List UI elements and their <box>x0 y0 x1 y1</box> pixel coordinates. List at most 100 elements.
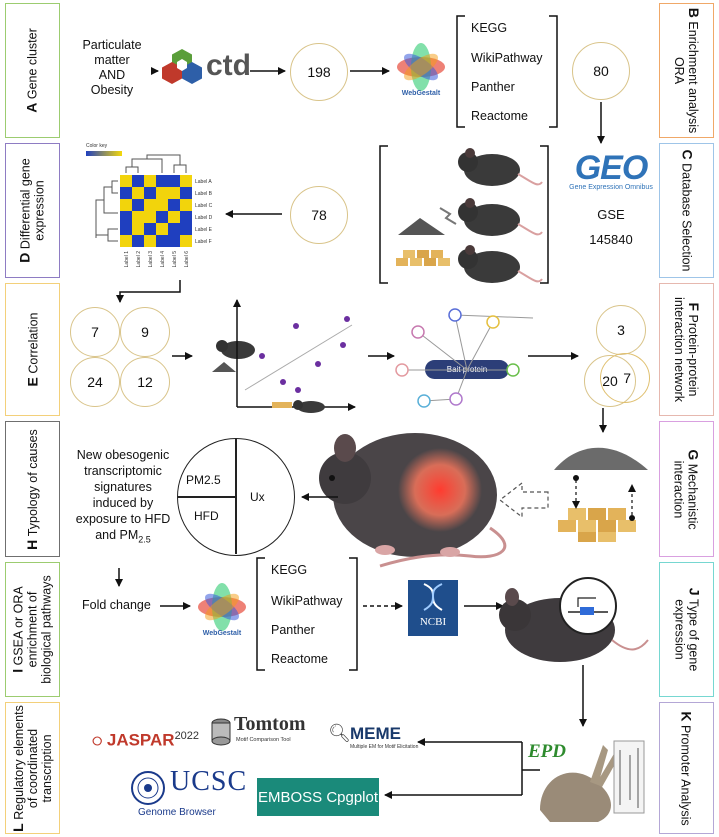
heatmap-row-label: Label A <box>195 179 212 185</box>
mouse-icon <box>458 148 543 186</box>
heatmap-cell <box>120 211 132 223</box>
venn-left-4: 12 <box>120 357 170 407</box>
bracket-left-2 <box>379 145 388 284</box>
heatmap-cell <box>180 187 192 199</box>
heatmap-cell <box>120 199 132 211</box>
panel-i: I GSEA or ORA enrichment of biological pat… <box>5 562 60 697</box>
heatmap-col-label: Label 1 <box>124 251 130 268</box>
webgestalt-petal-icon <box>397 43 445 91</box>
mouse-icon <box>216 340 255 359</box>
tomtom-logo: Tomtom Motif Comparison Tool <box>210 713 320 753</box>
gene-mouse-illustration <box>499 577 649 662</box>
hollow-arrow-left <box>499 481 549 519</box>
query-text: Particulate matter AND Obesity <box>82 38 142 97</box>
color-key-bar <box>86 151 122 156</box>
heatmap-cell <box>168 175 180 187</box>
heatmap-cell <box>168 187 180 199</box>
jaspar-icon: ⭘ <box>92 733 103 749</box>
heatmap-cell <box>144 199 156 211</box>
panel-b: B Enrichment analysis ORA <box>659 3 714 138</box>
mech-dot <box>573 475 579 481</box>
fold-change-text: Fold change <box>82 598 151 612</box>
heatmap-cell <box>120 223 132 235</box>
count-enriched: 80 <box>572 42 630 100</box>
pm-pile-icon <box>554 447 648 470</box>
emboss-logo: EMBOSS Cpgplot <box>257 778 379 816</box>
heatmap-cell <box>132 175 144 187</box>
ucsc-seal-icon <box>131 771 165 805</box>
row-dendrogram <box>95 180 118 242</box>
pm-dust-icon <box>212 362 236 372</box>
venn-left-2: 9 <box>120 307 170 357</box>
heatmap-col-label: Label 6 <box>184 251 190 268</box>
trend-line <box>244 324 353 391</box>
bracket-right-2 <box>540 145 549 284</box>
pathway-list-1: KEGG WikiPathway Panther Reactome <box>471 21 543 123</box>
heatmap-cell <box>168 211 180 223</box>
panel-k: K Promoter Analysis <box>659 702 714 834</box>
heatmap-col-label: Label 2 <box>136 251 142 268</box>
panel-j: J Type of gene expression <box>659 562 714 697</box>
tomtom-drum-icon <box>211 718 231 746</box>
heatmap-cell <box>180 211 192 223</box>
heatmap-row-label: Label B <box>195 191 213 197</box>
heatmap-cell <box>132 187 144 199</box>
heatmap-cell <box>156 211 168 223</box>
heatmap-grid: Label A Label B Label C Label D Label E Label… <box>95 154 213 268</box>
heatmap-cell <box>120 175 132 187</box>
panel-l: L Regulatory elements of coordinated trans… <box>5 702 60 834</box>
venn-left-1: 7 <box>70 307 120 357</box>
heatmap-cell <box>156 235 168 247</box>
heatmap-cell <box>144 211 156 223</box>
heatmap-cell <box>168 199 180 211</box>
heatmap-cell <box>180 175 192 187</box>
heatmap-cell <box>132 235 144 247</box>
venn-right-3: 7 <box>600 353 650 403</box>
heatmap-cell <box>156 187 168 199</box>
ucsc-logo: UCSC Genome Browser <box>130 766 246 820</box>
pathway-list-2: KEGG WikiPathway Panther Reactome <box>271 563 343 666</box>
pie-label-pm25: PM2.5 <box>186 473 221 487</box>
heatmap-cell <box>180 235 192 247</box>
dna-helix-icon <box>423 583 443 611</box>
count-deg: 78 <box>290 186 348 244</box>
heatmap-cell <box>132 223 144 235</box>
heatmap: Color key Label A Label B Label C Label D La… <box>78 143 218 283</box>
ppi-nodes <box>395 308 520 408</box>
venn-left-3: 24 <box>70 357 120 407</box>
hfd-pellets-icon <box>396 250 450 266</box>
heatmap-col-label: Label 4 <box>160 251 166 268</box>
mouse-icon <box>293 400 325 413</box>
webgestalt-logo-2: WebGestalt <box>194 582 250 640</box>
geo-logo: GEO Gene Expression Omnibus GSE 145840 <box>569 149 653 247</box>
signatures-text: New obesogenic transcriptomic signatures… <box>75 448 171 545</box>
ctd-text: ctd <box>206 49 251 82</box>
panel-d: D Differential gene expression <box>5 143 60 278</box>
heatmap-cell <box>156 175 168 187</box>
hfd-pellet-icon <box>272 402 292 408</box>
heatmap-cell <box>168 223 180 235</box>
heatmap-cell <box>120 187 132 199</box>
magnifier-icon: 🔍︎ <box>328 723 351 743</box>
heatmap-col-label: Label 5 <box>172 251 178 268</box>
heatmap-cell <box>132 211 144 223</box>
heatmap-cell <box>168 235 180 247</box>
col-dendrogram <box>125 154 187 173</box>
pie-label-hfd: HFD <box>194 509 219 523</box>
count-genes: 198 <box>290 43 348 101</box>
heatmap-cell <box>144 187 156 199</box>
webgestalt-logo-1: WebGestalt <box>393 42 449 100</box>
hare-illustration <box>540 740 645 822</box>
pie-label-ux: Ux <box>250 490 265 504</box>
venn-right-1: 3 <box>596 305 646 355</box>
cause-pie: PM2.5 HFD Ux <box>177 438 295 556</box>
webgestalt-petal-icon <box>198 583 246 631</box>
mouse-icon <box>458 245 543 283</box>
ctd-hexagon-icon <box>162 49 202 84</box>
obese-mouse-illustration <box>319 433 507 568</box>
heatmap-cell <box>180 199 192 211</box>
heatmap-cell <box>144 235 156 247</box>
heatmap-row-label: Label C <box>195 203 213 209</box>
epd-logo: EPD <box>528 741 566 762</box>
